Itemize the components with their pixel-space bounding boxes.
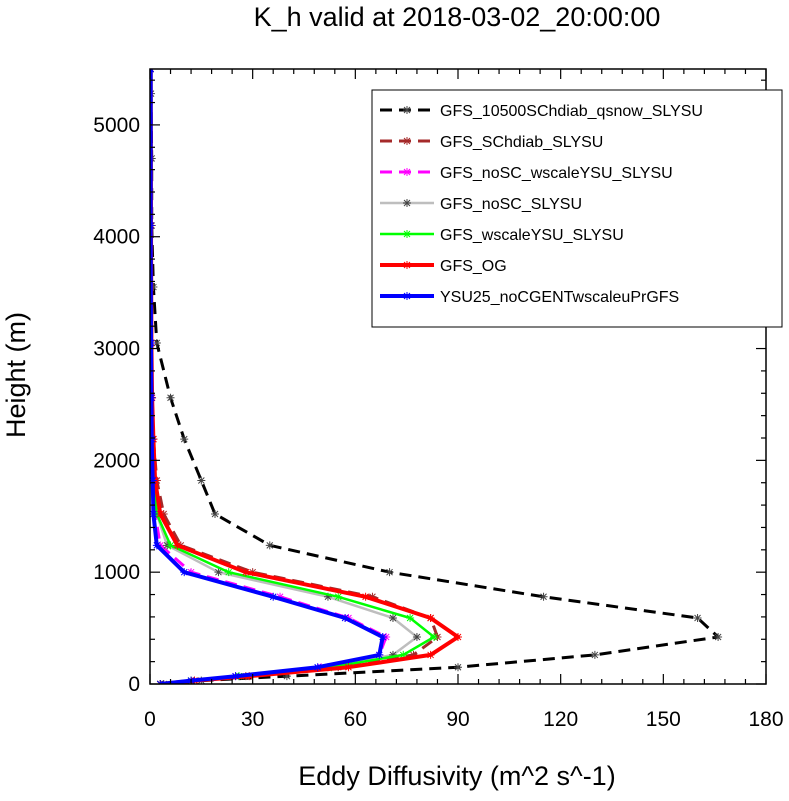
legend-marker-3	[403, 199, 411, 207]
legend-label-1: GFS_SChdiab_SLYSU	[440, 134, 603, 151]
data-point-3-5	[412, 633, 421, 642]
data-point-1-4	[409, 650, 418, 659]
data-point-3-4	[388, 650, 397, 659]
data-point-3-7	[323, 592, 332, 601]
legend: GFS_10500SChdiab_qsnow_SLYSU GFS_SChdiab_…	[371, 89, 783, 328]
legend-label-2: GFS_noSC_wscaleYSU_SLYSU	[440, 165, 673, 182]
data-point-6-2	[231, 672, 240, 681]
legend-marker-4	[403, 230, 411, 238]
data-point-6-9	[152, 541, 161, 550]
data-point-6-5	[378, 633, 387, 642]
y-tick-label-5: 5000	[93, 114, 140, 137]
y-tick-label-1: 1000	[93, 561, 140, 584]
data-point-6-12	[150, 435, 156, 444]
data-point-0-11	[197, 476, 206, 485]
x-tick-label-0: 0	[144, 708, 156, 731]
data-point-4-4	[399, 650, 408, 659]
data-point-4-6	[406, 614, 415, 623]
x-tick-label-3: 90	[446, 708, 469, 731]
data-point-6-10	[150, 510, 158, 519]
y-tick-label-2: 2000	[93, 449, 140, 472]
data-point-6-6	[341, 614, 350, 623]
x-tick-label-4: 120	[543, 708, 578, 731]
data-point-0-4	[590, 650, 599, 659]
data-point-3-6	[388, 614, 397, 623]
x-tick-label-6: 180	[748, 708, 783, 731]
legend-marker-5	[403, 261, 411, 269]
y-tick-label-0: 0	[128, 673, 140, 696]
data-point-4-5	[430, 633, 439, 642]
x-tick-label-2: 60	[344, 708, 367, 731]
data-point-6-3	[313, 663, 322, 672]
y-axis-label: Height (m)	[1, 312, 31, 438]
x-tick-label-1: 30	[241, 708, 264, 731]
data-point-0-13	[166, 393, 175, 402]
legend-box	[371, 89, 783, 328]
x-axis-label: Eddy Diffusivity (m^2 s^-1)	[298, 761, 615, 791]
data-point-0-9	[265, 541, 274, 550]
y-tick-label-3: 3000	[93, 338, 140, 361]
data-point-1-7	[368, 592, 377, 601]
data-point-0-12	[180, 435, 189, 444]
data-point-0-6	[693, 614, 702, 623]
data-point-5-9	[173, 541, 182, 550]
data-point-0-5	[714, 633, 723, 642]
data-point-0-15	[150, 283, 158, 292]
legend-label-0: GFS_10500SChdiab_qsnow_SLYSU	[440, 103, 703, 120]
data-point-4-9	[166, 541, 175, 550]
data-point-5-8	[241, 568, 250, 577]
legend-marker-6	[403, 292, 411, 300]
data-point-0-10	[211, 510, 220, 519]
data-point-0-7	[539, 592, 548, 601]
data-point-0-3	[454, 663, 462, 672]
data-point-5-10	[156, 510, 165, 519]
axes: 0 30 60 90 120 150 180 0 1000 2000 3000 4000 5000	[93, 68, 784, 731]
data-point-5-6	[426, 614, 435, 623]
legend-label-4: GFS_wscaleYSU_SLYSU	[440, 227, 624, 244]
data-point-6-13	[150, 393, 156, 402]
data-point-6-14	[150, 338, 156, 347]
data-point-6-4	[375, 650, 384, 659]
data-point-4-8	[224, 568, 233, 577]
data-point-3-8	[214, 568, 223, 577]
data-point-5-5	[454, 633, 462, 642]
chart-title: K_h valid at 2018-03-02_20:00:00	[254, 2, 661, 32]
data-point-0-8	[385, 568, 394, 577]
legend-label-6: YSU25_noCGENTwscaleuPrGFS	[440, 289, 679, 306]
data-point-0-14	[152, 338, 161, 347]
data-point-5-7	[361, 592, 370, 601]
legend-marker-2	[403, 168, 411, 176]
data-point-5-3	[344, 663, 353, 672]
x-tick-label-5: 150	[646, 708, 681, 731]
data-point-6-7	[269, 592, 278, 601]
plot-area	[150, 69, 723, 684]
y-tick-label-4: 4000	[93, 226, 140, 249]
data-point-0-2	[282, 672, 291, 681]
legend-marker-1	[403, 137, 411, 145]
data-point-5-4	[426, 650, 435, 659]
legend-marker-0	[403, 106, 411, 114]
data-point-6-8	[180, 568, 189, 577]
data-point-6-11	[150, 476, 157, 485]
data-point-4-7	[334, 592, 343, 601]
legend-label-3: GFS_noSC_SLYSU	[440, 196, 582, 213]
legend-label-5: GFS_OG	[440, 258, 507, 275]
